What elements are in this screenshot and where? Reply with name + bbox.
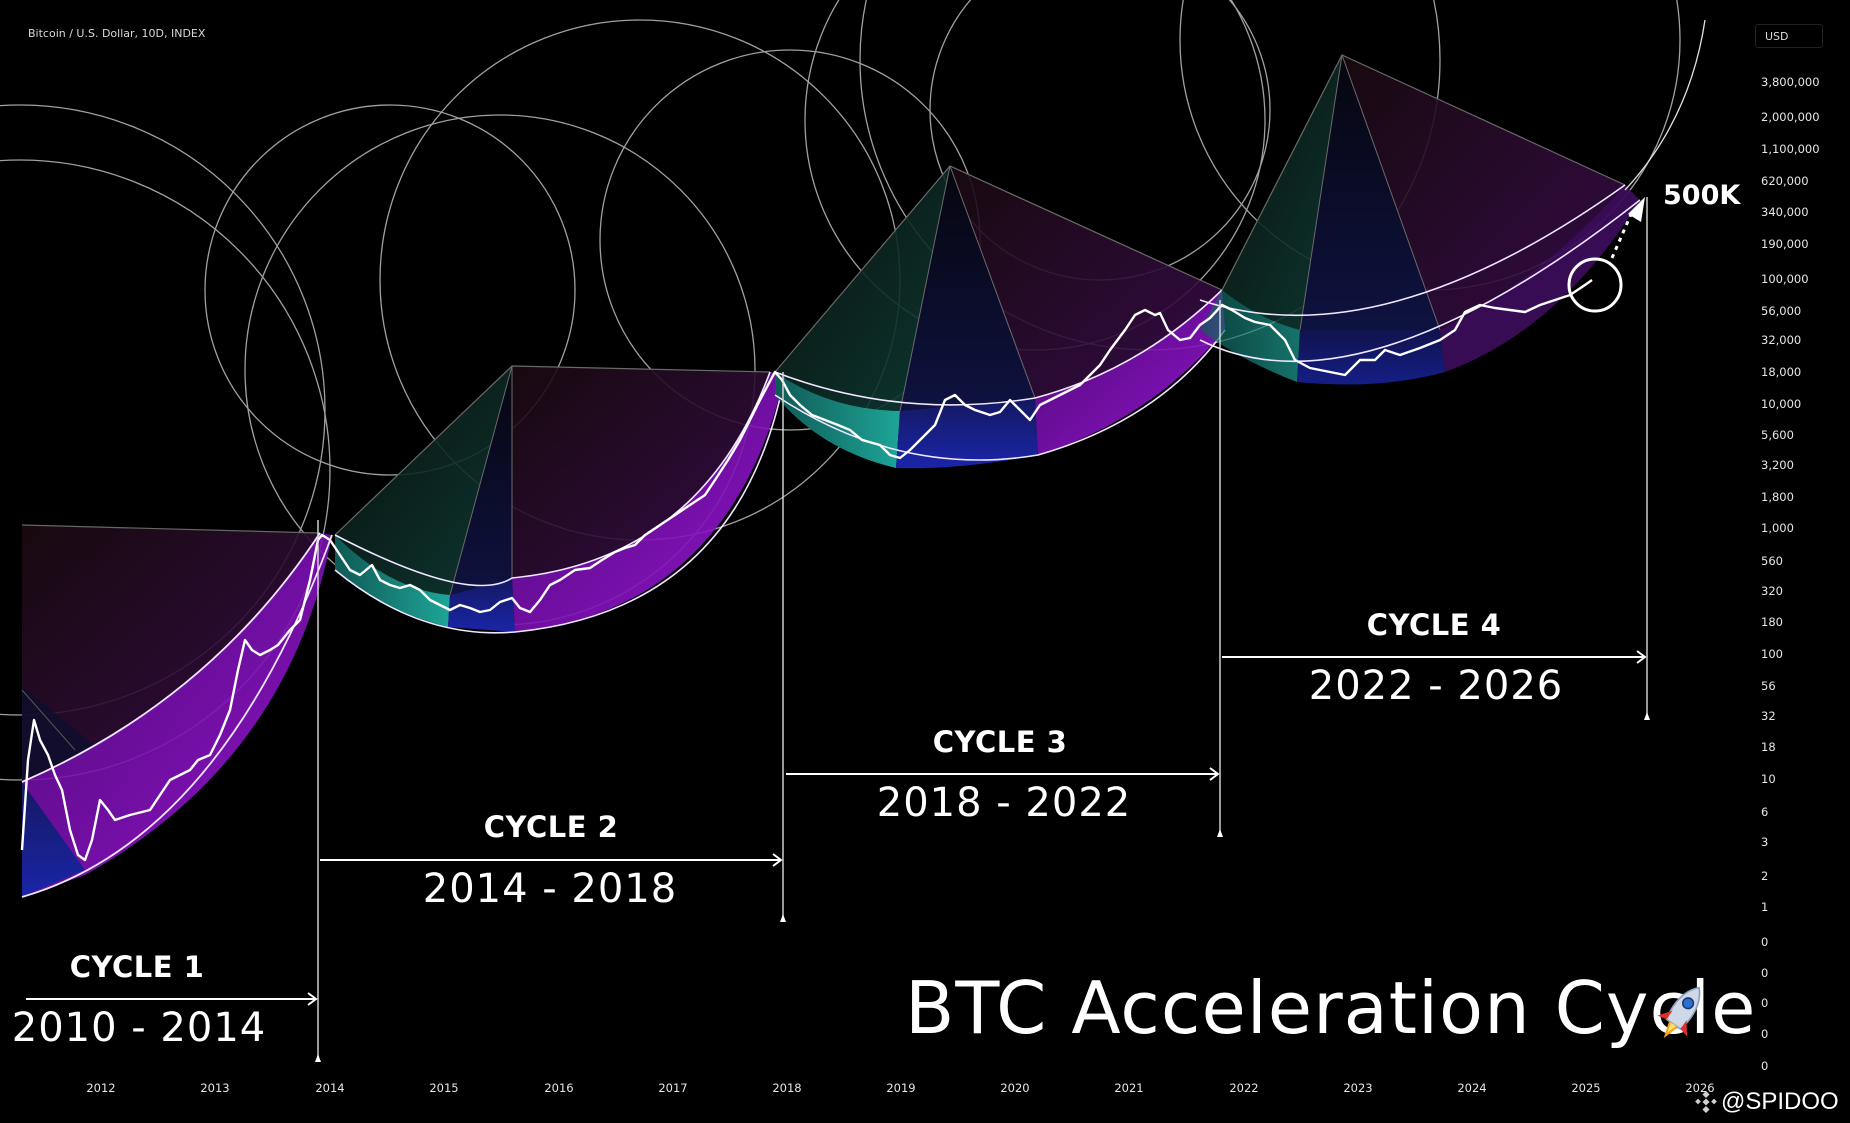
x-tick: 2014 [315, 1081, 345, 1095]
x-tick: 2016 [544, 1081, 574, 1095]
y-tick: 0 [1761, 1059, 1769, 1073]
y-tick: 10 [1761, 772, 1776, 786]
y-tick: 56,000 [1761, 304, 1802, 318]
y-tick: 5,600 [1761, 428, 1794, 442]
y-tick: 18,000 [1761, 365, 1802, 379]
y-tick: 2,000,000 [1761, 110, 1820, 124]
x-tick: 2012 [86, 1081, 116, 1095]
cycle-dividers [317, 197, 1648, 1060]
y-tick: 6 [1761, 805, 1769, 819]
x-tick: 2022 [1229, 1081, 1259, 1095]
target-price-label: 500K [1663, 180, 1741, 211]
y-tick: 190,000 [1761, 237, 1809, 251]
currency-selector[interactable]: USD [1755, 24, 1823, 48]
y-tick: 0 [1761, 1027, 1769, 1041]
cycle-3-years: 2018 - 2022 [876, 780, 1132, 826]
y-tick: 320 [1761, 584, 1783, 598]
cycle-1-years: 2010 - 2014 [11, 1005, 267, 1051]
x-tick: 2025 [1571, 1081, 1601, 1095]
x-tick: 2018 [772, 1081, 802, 1095]
watermark: @SPIDOO [1695, 1088, 1839, 1116]
y-tick: 100 [1761, 647, 1783, 661]
y-tick: 56 [1761, 679, 1776, 693]
rocket-icon [1657, 986, 1701, 1039]
y-tick: 1,100,000 [1761, 142, 1820, 156]
y-tick: 18 [1761, 740, 1776, 754]
y-tick: 10,000 [1761, 397, 1802, 411]
x-tick: 2026 [1685, 1081, 1715, 1095]
y-tick: 180 [1761, 615, 1783, 629]
y-tick: 340,000 [1761, 205, 1809, 219]
y-tick: 32,000 [1761, 333, 1802, 347]
x-tick: 2017 [658, 1081, 688, 1095]
y-tick: 620,000 [1761, 174, 1809, 188]
cycle-4-years: 2022 - 2026 [1308, 663, 1564, 709]
y-tick: 3,200 [1761, 458, 1794, 472]
cycle-1-fan [21, 524, 333, 898]
cycle-2-years: 2014 - 2018 [422, 866, 678, 912]
x-tick: 2024 [1457, 1081, 1487, 1095]
x-tick: 2023 [1343, 1081, 1373, 1095]
cycle-4-fan [1199, 19, 1706, 385]
current-price-highlight [1567, 257, 1623, 313]
cycle-arrows [26, 650, 1647, 1006]
y-tick: 1,800 [1761, 490, 1794, 504]
y-tick: 32 [1761, 709, 1776, 723]
y-tick: 100,000 [1761, 272, 1809, 286]
x-tick: 2021 [1114, 1081, 1144, 1095]
cycle-1-label: CYCLE 1 [69, 950, 205, 984]
y-tick: 3,800,000 [1761, 75, 1820, 89]
cycle-3-label: CYCLE 3 [932, 725, 1068, 759]
watermark-handle: @SPIDOO [1721, 1088, 1839, 1115]
symbol-label: Bitcoin / U.S. Dollar, 10D, INDEX [28, 27, 206, 40]
x-tick: 2013 [200, 1081, 230, 1095]
y-tick: 3 [1761, 835, 1769, 849]
cycle-2-label: CYCLE 2 [483, 810, 619, 844]
y-tick: 1,000 [1761, 521, 1794, 535]
y-tick: 1 [1761, 900, 1769, 914]
y-tick: 0 [1761, 996, 1769, 1010]
binance-logo-icon [1695, 1091, 1717, 1113]
x-tick: 2019 [886, 1081, 916, 1095]
cycle-4-label: CYCLE 4 [1366, 608, 1502, 642]
chart-title: BTC Acceleration Cycle [905, 966, 1757, 1050]
y-tick: 0 [1761, 966, 1769, 980]
y-tick: 560 [1761, 554, 1783, 568]
y-tick: 0 [1761, 935, 1769, 949]
x-tick: 2020 [1000, 1081, 1030, 1095]
cycle-2-fan [334, 365, 786, 634]
x-tick: 2015 [429, 1081, 459, 1095]
cycle-3-fan [774, 165, 1226, 469]
y-tick: 2 [1761, 869, 1769, 883]
price-series [20, 279, 1593, 862]
